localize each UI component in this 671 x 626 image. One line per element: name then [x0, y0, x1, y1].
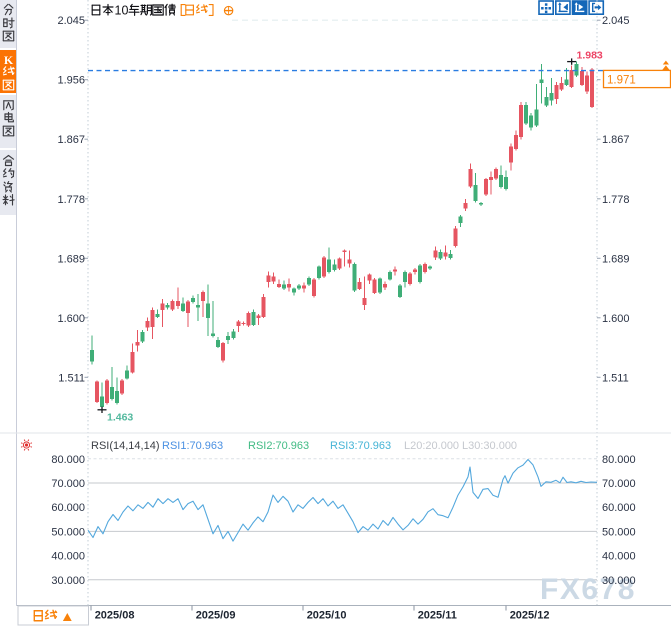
- svg-text:2025/12: 2025/12: [510, 610, 550, 622]
- svg-text:2.045: 2.045: [602, 15, 630, 27]
- svg-text:2025/10: 2025/10: [307, 610, 347, 622]
- svg-text:RSI3:70.963: RSI3:70.963: [330, 440, 391, 452]
- svg-text:1.867: 1.867: [57, 134, 85, 146]
- svg-text:1.983: 1.983: [577, 50, 603, 62]
- svg-text:RSI1:70.963: RSI1:70.963: [162, 440, 223, 452]
- svg-text:1.463: 1.463: [107, 412, 133, 424]
- svg-text:1.600: 1.600: [602, 313, 630, 325]
- svg-text:FX678: FX678: [540, 573, 636, 606]
- svg-text:40.000: 40.000: [51, 551, 85, 563]
- svg-text:2025/09: 2025/09: [196, 610, 236, 622]
- svg-text:1.511: 1.511: [58, 372, 85, 384]
- svg-text:2025/11: 2025/11: [418, 610, 457, 622]
- svg-text:1.971: 1.971: [607, 74, 636, 86]
- svg-text:1.778: 1.778: [602, 194, 630, 206]
- svg-text:2.045: 2.045: [57, 15, 85, 27]
- svg-text:1.867: 1.867: [602, 134, 630, 146]
- svg-text:60.000: 60.000: [602, 502, 636, 514]
- svg-text:30.000: 30.000: [602, 575, 636, 587]
- svg-text:60.000: 60.000: [51, 502, 85, 514]
- svg-text:1.689: 1.689: [602, 253, 630, 265]
- svg-text:30.000: 30.000: [51, 575, 85, 587]
- svg-text:RSI(14,14,14): RSI(14,14,14): [91, 440, 159, 452]
- svg-text:K: K: [4, 53, 14, 67]
- svg-text:10: 10: [115, 4, 129, 18]
- svg-text:RSI2:70.963: RSI2:70.963: [248, 440, 309, 452]
- svg-text:2025/08: 2025/08: [95, 610, 135, 622]
- svg-text:L20:20.000: L20:20.000: [404, 440, 459, 452]
- svg-text:1.689: 1.689: [57, 253, 85, 265]
- svg-text:L30:30.000: L30:30.000: [462, 440, 517, 452]
- svg-text:70.000: 70.000: [602, 478, 636, 490]
- svg-text:50.000: 50.000: [51, 526, 85, 538]
- svg-text:40.000: 40.000: [602, 551, 636, 563]
- svg-text:1.956: 1.956: [57, 75, 85, 87]
- svg-text:80.000: 80.000: [51, 454, 85, 466]
- svg-text:70.000: 70.000: [51, 478, 85, 490]
- svg-text:80.000: 80.000: [602, 454, 636, 466]
- svg-text:1.778: 1.778: [57, 194, 85, 206]
- svg-text:1.511: 1.511: [602, 372, 629, 384]
- svg-text:1.600: 1.600: [57, 313, 85, 325]
- svg-text:50.000: 50.000: [602, 526, 636, 538]
